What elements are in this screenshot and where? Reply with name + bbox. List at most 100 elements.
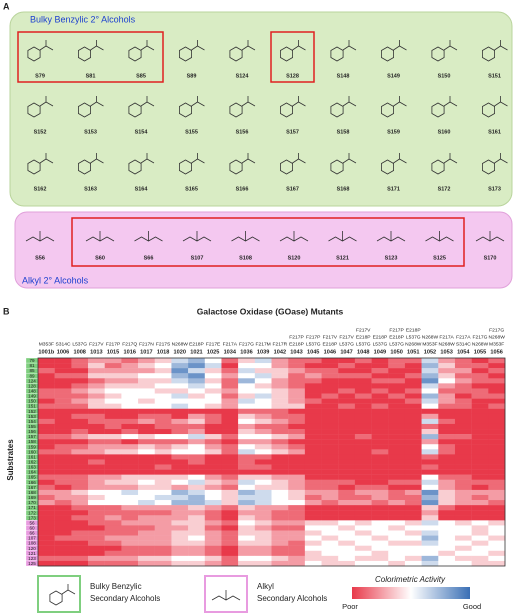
heatmap-cell: [304, 449, 322, 455]
heatmap-cell: [454, 403, 472, 409]
compound-label: S165: [185, 186, 198, 192]
heatmap-cell: [371, 393, 389, 399]
heatmap-cell: [221, 403, 239, 409]
heatmap-cell: [288, 454, 306, 460]
heatmap-cell: [288, 464, 306, 470]
heatmap-cell: [421, 530, 439, 536]
mutation-label: F217V: [339, 334, 354, 340]
heatmap-cell: [254, 449, 272, 455]
heatmap-cell: [221, 454, 239, 460]
heatmap-cell: [171, 479, 189, 486]
heatmap-cell: [138, 500, 155, 506]
heatmap-cell: [421, 489, 439, 496]
structure: [431, 153, 458, 175]
structure: [128, 153, 155, 175]
row-label: 151: [28, 404, 36, 409]
column-label: 1049: [374, 349, 386, 355]
heatmap-cell: [171, 550, 189, 557]
heatmap-cell: [171, 505, 189, 511]
heatmap-cell: [421, 550, 439, 557]
heatmap-cell: [354, 474, 372, 480]
heatmap-cell: [438, 520, 456, 526]
mutation-label: F217E: [206, 341, 221, 347]
heatmap-cell: [488, 459, 506, 465]
heatmap-cell: [471, 413, 489, 420]
heatmap-cell: [171, 500, 189, 506]
heatmap-cell: [188, 418, 205, 425]
row-label: 160: [28, 449, 36, 454]
heatmap-cell: [304, 408, 322, 415]
mutation-label: E218P: [406, 327, 421, 333]
heatmap-cell: [438, 489, 456, 496]
heatmap-cell: [271, 530, 289, 536]
heatmap-cell: [204, 520, 222, 526]
heatmap-cell: [71, 474, 89, 480]
row-label: 159: [28, 444, 36, 449]
heatmap-cell: [154, 368, 172, 374]
heatmap-cell: [304, 388, 322, 394]
heatmap-cell: [104, 373, 122, 379]
heatmap-cell: [88, 510, 105, 516]
column-label: 1039: [257, 349, 269, 355]
heatmap-cell: [171, 494, 189, 501]
heatmap-cell: [104, 505, 122, 511]
heatmap-cell: [71, 418, 89, 425]
heatmap-cell: [254, 388, 272, 394]
heatmap-cell: [471, 368, 489, 374]
compound-label: S121: [336, 255, 349, 261]
heatmap-cell: [188, 464, 205, 470]
heatmap-cell: [238, 418, 256, 425]
heatmap-cell: [338, 479, 356, 486]
row-label: 121: [28, 551, 36, 556]
heatmap-cell: [321, 510, 339, 516]
heatmap-cell: [104, 525, 122, 531]
row-label: 66: [29, 531, 35, 536]
row-label: 173: [28, 515, 36, 520]
heatmap-cell: [154, 449, 172, 455]
heatmap-cell: [288, 555, 306, 562]
heatmap-cell: [471, 515, 489, 521]
heatmap-cell: [88, 423, 105, 430]
heatmap-cell: [288, 520, 306, 526]
heatmap-cell: [288, 413, 306, 420]
heatmap-cell: [171, 388, 189, 394]
heatmap-cell: [221, 383, 239, 389]
heatmap-cell: [488, 540, 506, 546]
heatmap-cell: [221, 540, 239, 546]
heatmap-cell: [54, 489, 72, 496]
heatmap-cell: [121, 515, 139, 521]
heatmap-cell: [271, 449, 289, 455]
heatmap-cell: [421, 479, 439, 486]
heatmap-cell: [138, 525, 155, 531]
heatmap-cell: [121, 408, 139, 415]
heatmap-cell: [471, 378, 489, 384]
heatmap-cell: [354, 479, 372, 486]
heatmap-cell: [404, 550, 422, 557]
heatmap-cell: [288, 525, 306, 531]
heatmap-cell: [388, 489, 406, 496]
structure: [85, 231, 115, 242]
compound-label: S66: [144, 255, 154, 261]
heatmap-cell: [254, 418, 272, 425]
heatmap-cell: [221, 423, 239, 430]
heatmap-cell: [454, 449, 472, 455]
heatmap-cell: [388, 459, 406, 465]
heatmap-cell: [121, 388, 139, 394]
heatmap-cell: [304, 358, 322, 364]
column-label: 1051: [407, 349, 419, 355]
heatmap-cell: [54, 439, 72, 445]
legend-title: Colorimetric Activity: [375, 575, 446, 584]
heatmap-cell: [138, 494, 155, 501]
heatmap-cell: [338, 383, 356, 389]
heatmap-cell: [454, 459, 472, 465]
heatmap-cell: [354, 413, 372, 420]
heatmap-cell: [304, 413, 322, 420]
heatmap-cell: [254, 525, 272, 531]
structure: [27, 153, 54, 175]
heatmap-cell: [254, 489, 272, 496]
heatmap-cell: [421, 408, 439, 415]
compound-label: S149: [387, 73, 400, 79]
heatmap-cell: [138, 358, 155, 364]
alkyl-title: Alkyl 2° Alcohols: [22, 275, 89, 285]
heatmap-cell: [221, 358, 239, 364]
